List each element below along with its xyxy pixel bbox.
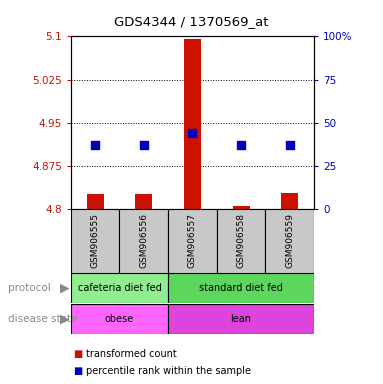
Text: ▶: ▶ — [59, 313, 69, 326]
Bar — [87, 194, 104, 209]
Text: lean: lean — [231, 314, 252, 324]
Text: GSM906558: GSM906558 — [237, 214, 246, 268]
Bar — [71, 209, 119, 273]
Point — [238, 142, 244, 149]
Text: protocol: protocol — [8, 283, 51, 293]
Text: ▶: ▶ — [59, 282, 69, 295]
Bar — [168, 273, 314, 303]
Text: percentile rank within the sample: percentile rank within the sample — [86, 366, 251, 376]
Bar — [71, 304, 168, 334]
Point — [286, 142, 293, 149]
Text: disease state: disease state — [8, 314, 77, 324]
Text: obese: obese — [105, 314, 134, 324]
Bar — [71, 273, 168, 303]
Text: GSM906557: GSM906557 — [188, 214, 197, 268]
Point — [189, 130, 195, 136]
Point — [92, 142, 98, 149]
Text: transformed count: transformed count — [86, 349, 177, 359]
Text: ■: ■ — [73, 349, 82, 359]
Bar — [135, 194, 152, 209]
Bar — [281, 193, 298, 209]
Text: GSM906556: GSM906556 — [139, 214, 148, 268]
Bar — [217, 209, 265, 273]
Text: standard diet fed: standard diet fed — [199, 283, 283, 293]
Bar — [168, 304, 314, 334]
Bar — [184, 40, 201, 209]
Bar — [119, 209, 168, 273]
Bar — [232, 207, 250, 209]
Bar — [265, 209, 314, 273]
Bar — [168, 209, 217, 273]
Text: GSM906559: GSM906559 — [285, 214, 294, 268]
Text: ■: ■ — [73, 366, 82, 376]
Text: cafeteria diet fed: cafeteria diet fed — [78, 283, 161, 293]
Text: GDS4344 / 1370569_at: GDS4344 / 1370569_at — [114, 15, 269, 28]
Text: GSM906555: GSM906555 — [91, 214, 100, 268]
Point — [141, 142, 147, 149]
